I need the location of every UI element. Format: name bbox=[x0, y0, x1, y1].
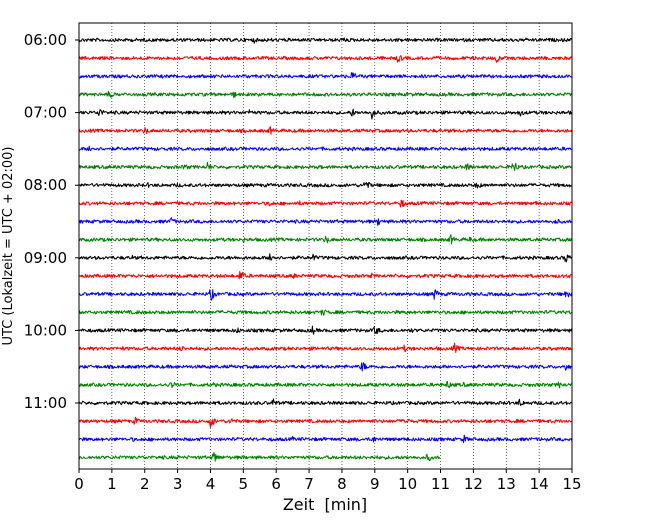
trace-1030 bbox=[78, 362, 572, 372]
x-axis-title: Zeit [min] bbox=[283, 495, 367, 514]
x-tick-label: 9 bbox=[370, 475, 380, 493]
trace-0945 bbox=[78, 309, 572, 316]
trace-0845 bbox=[79, 234, 573, 245]
x-tick-label: 4 bbox=[206, 475, 216, 493]
x-tick-label: 6 bbox=[271, 475, 281, 493]
trace-0800 bbox=[78, 181, 572, 189]
x-tick-label: 0 bbox=[74, 475, 84, 493]
trace-0915 bbox=[78, 270, 572, 280]
trace-1130 bbox=[78, 434, 573, 444]
trace-0900 bbox=[78, 253, 573, 263]
trace-0745 bbox=[78, 161, 572, 171]
traces bbox=[78, 37, 573, 462]
trace-0930 bbox=[78, 289, 573, 301]
grid-lines bbox=[111, 23, 540, 469]
x-tick-label: 1 bbox=[107, 475, 117, 493]
y-axis-title: UTC (Lokalzeit = UTC + 02:00) bbox=[1, 147, 16, 346]
trace-1000 bbox=[78, 325, 573, 335]
y-tick-label: 06:00 bbox=[24, 31, 67, 49]
x-tick-label: 10 bbox=[398, 475, 417, 493]
y-tick-label: 09:00 bbox=[24, 249, 67, 267]
y-tick-label: 08:00 bbox=[24, 176, 67, 194]
trace-0645 bbox=[78, 90, 573, 99]
plot-frame bbox=[78, 22, 573, 470]
trace-0600 bbox=[78, 37, 573, 44]
x-tick-label: 15 bbox=[562, 475, 581, 493]
trace-0815 bbox=[78, 199, 572, 208]
trace-0700 bbox=[78, 108, 573, 120]
trace-0615 bbox=[78, 55, 573, 63]
x-tick-label: 13 bbox=[497, 475, 516, 493]
trace-1115 bbox=[78, 416, 572, 428]
trace-0715 bbox=[78, 126, 573, 135]
trace-1015 bbox=[78, 342, 572, 353]
x-tick-label: 12 bbox=[464, 475, 483, 493]
x-tick-label: 5 bbox=[239, 475, 249, 493]
y-tick-label: 11:00 bbox=[24, 394, 67, 412]
x-tick-label: 8 bbox=[337, 475, 347, 493]
trace-1145 bbox=[78, 452, 441, 462]
x-tick-label: 11 bbox=[431, 475, 450, 493]
x-tick-label: 3 bbox=[173, 475, 183, 493]
x-tick-label: 7 bbox=[304, 475, 314, 493]
x-axis-ticks: 0 1 2 3 4 5 6 7 8 9 10 11 12 13 14 15 bbox=[74, 469, 582, 493]
y-tick-label: 10:00 bbox=[24, 321, 67, 339]
trace-1100 bbox=[78, 398, 572, 406]
x-tick-label: 2 bbox=[140, 475, 150, 493]
y-tick-label: 07:00 bbox=[24, 104, 67, 122]
trace-0830 bbox=[78, 217, 573, 226]
x-tick-label: 14 bbox=[530, 475, 549, 493]
trace-1045 bbox=[78, 380, 572, 389]
trace-0630 bbox=[78, 72, 572, 79]
y-axis-ticks: 06:00 07:00 08:00 09:00 10:00 11:00 bbox=[24, 31, 79, 412]
trace-0730 bbox=[78, 145, 572, 152]
